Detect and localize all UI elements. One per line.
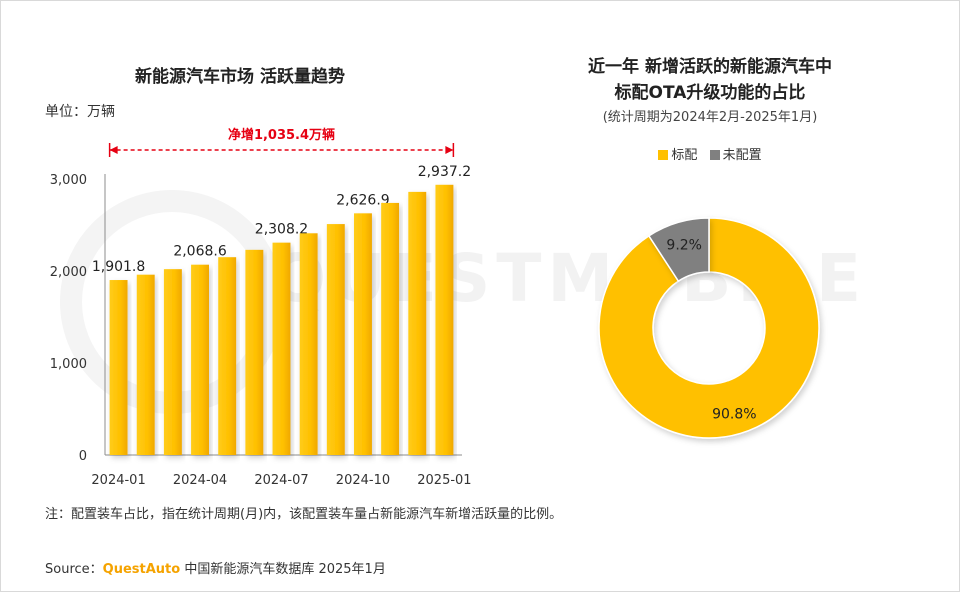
bar-2024-02 (136, 274, 155, 455)
x-tick-label: 2024-10 (336, 473, 390, 488)
y-tick-label: 0 (79, 449, 87, 464)
data-label-2024-04: 2,068.6 (173, 244, 227, 260)
donut-legend: 标配 未配置 (500, 144, 920, 163)
data-label-2024-10: 2,626.9 (336, 192, 389, 208)
donut-chart-subtitle: (统计周期为2024年2月-2025年1月) (602, 110, 818, 125)
net-increase-annotation: 净增1,035.4万辆 (228, 127, 335, 143)
footnote: 注：配置装车占比，指在统计周期(月)内，该配置装车量占新能源汽车新增活跃量的比例… (45, 507, 563, 522)
bar-2024-03 (163, 269, 182, 455)
y-tick-label: 1,000 (50, 357, 87, 372)
legend-swatch-standard (658, 150, 669, 160)
source-suffix: 中国新能源汽车数据库 2025年1月 (180, 562, 386, 577)
annotation-right-arrowhead (445, 146, 454, 154)
bar-2024-06 (245, 249, 264, 455)
source-brand: QuestAuto (102, 562, 181, 577)
bar-2024-12 (408, 191, 427, 455)
slice-standard (598, 217, 820, 439)
unit-label: 单位：万辆 (45, 104, 115, 120)
slice-none (647, 217, 710, 283)
bar-chart-title: 新能源汽车市场 活跃量趋势 (135, 67, 345, 87)
y-tick-label: 3,000 (50, 173, 87, 188)
annotation-left-arrowhead (109, 146, 118, 154)
legend-item-none: 未配置 (709, 144, 762, 163)
data-label-2024-07: 2,308.2 (255, 222, 308, 238)
bar-chart: 0 1,000 2,000 3,000 1,901.8 2,068.6 2,308.2 2,6… (50, 127, 472, 488)
data-label-2024-01: 1,901.8 (92, 259, 145, 275)
bar-2024-05 (218, 257, 237, 455)
data-label-2025-01: 2,937.2 (418, 164, 471, 180)
source-line: Source：QuestAuto 中国新能源汽车数据库 2025年1月 (45, 558, 386, 577)
slice-label-standard: 90.8% (712, 406, 756, 422)
legend-label-none: 未配置 (722, 148, 762, 163)
y-tick-label: 2,000 (50, 265, 87, 280)
x-tick-label: 2024-04 (173, 473, 227, 488)
bar-2025-01 (435, 184, 454, 456)
x-tick-label: 2024-07 (254, 473, 308, 488)
legend-swatch-none (709, 150, 720, 160)
donut-chart: 90.8% 9.2% (598, 217, 820, 439)
bar-2024-09 (326, 224, 345, 455)
bar-2024-10 (354, 213, 372, 455)
bar-2024-04 (191, 264, 209, 455)
donut-chart-title: 近一年 新增活跃的新能源汽车中 标配OTA升级功能的占比 (500, 54, 920, 106)
bar-2024-08 (299, 233, 318, 455)
bar-2024-01 (109, 280, 128, 455)
bar-2024-11 (381, 202, 400, 455)
x-tick-label: 2024-01 (91, 473, 145, 488)
legend-label-standard: 标配 (671, 148, 698, 163)
source-prefix: Source： (45, 562, 103, 577)
donut-title-line1: 近一年 新增活跃的新能源汽车中 (588, 57, 832, 77)
bar-2024-07 (272, 242, 291, 455)
x-tick-label: 2025-01 (417, 473, 471, 488)
slice-label-none: 9.2% (666, 238, 702, 254)
donut-title-line2: 标配OTA升级功能的占比 (614, 83, 806, 103)
legend-item-standard: 标配 (658, 144, 697, 163)
